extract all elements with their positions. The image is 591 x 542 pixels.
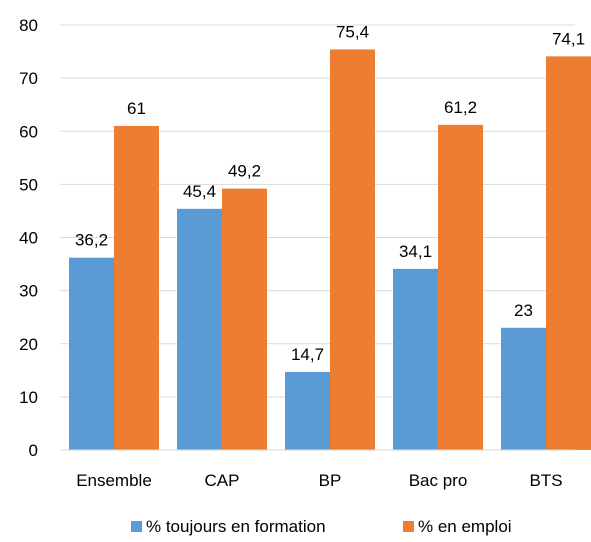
x-tick-label: Bac pro: [409, 471, 468, 490]
bar-emploi: [546, 56, 591, 450]
data-label: 45,4: [183, 182, 216, 201]
data-label: 34,1: [399, 242, 432, 261]
legend-label-emploi: % en emploi: [418, 517, 512, 536]
x-tick-label: CAP: [205, 471, 240, 490]
y-tick-label: 40: [19, 229, 38, 248]
y-tick-label: 10: [19, 388, 38, 407]
data-label: 14,7: [291, 345, 324, 364]
y-tick-label: 30: [19, 282, 38, 301]
data-label: 61,2: [444, 98, 477, 117]
y-tick-label: 20: [19, 335, 38, 354]
bar-emploi: [438, 124, 483, 450]
data-label: 36,2: [75, 231, 108, 250]
y-tick-label: 0: [29, 441, 38, 460]
bar-formation: [69, 257, 114, 450]
legend: % toujours en formation % en emploi: [131, 517, 512, 536]
legend-label-formation: % toujours en formation: [146, 517, 326, 536]
x-axis-tick-labels: Ensemble CAP BP Bac pro BTS: [76, 471, 562, 490]
legend-swatch-formation: [131, 521, 142, 532]
data-label: 61: [127, 99, 146, 118]
y-tick-label: 70: [19, 69, 38, 88]
x-tick-label: BP: [319, 471, 342, 490]
y-tick-label: 60: [19, 122, 38, 141]
data-labels: 36,2 61 45,4 49,2 14,7 75,4 34,1 61,2 23 74,1: [75, 22, 585, 363]
legend-swatch-emploi: [403, 521, 414, 532]
y-axis-tick-labels: 0 10 20 30 40 50 60 70 80: [19, 16, 38, 460]
data-label: 23: [514, 301, 533, 320]
x-tick-label: Ensemble: [76, 471, 152, 490]
y-tick-label: 80: [19, 16, 38, 35]
bar-formation: [177, 208, 222, 450]
x-tick-label: BTS: [529, 471, 562, 490]
bar-emploi: [330, 49, 375, 450]
bar-emploi: [114, 125, 159, 450]
bar-formation: [393, 268, 438, 450]
data-label: 74,1: [552, 29, 585, 48]
data-label: 75,4: [336, 22, 369, 41]
y-tick-label: 50: [19, 175, 38, 194]
bar-emploi: [222, 188, 267, 450]
bar-formation: [501, 327, 546, 450]
bar-formation: [285, 371, 330, 450]
data-label: 49,2: [228, 162, 261, 181]
bars: [69, 49, 591, 450]
